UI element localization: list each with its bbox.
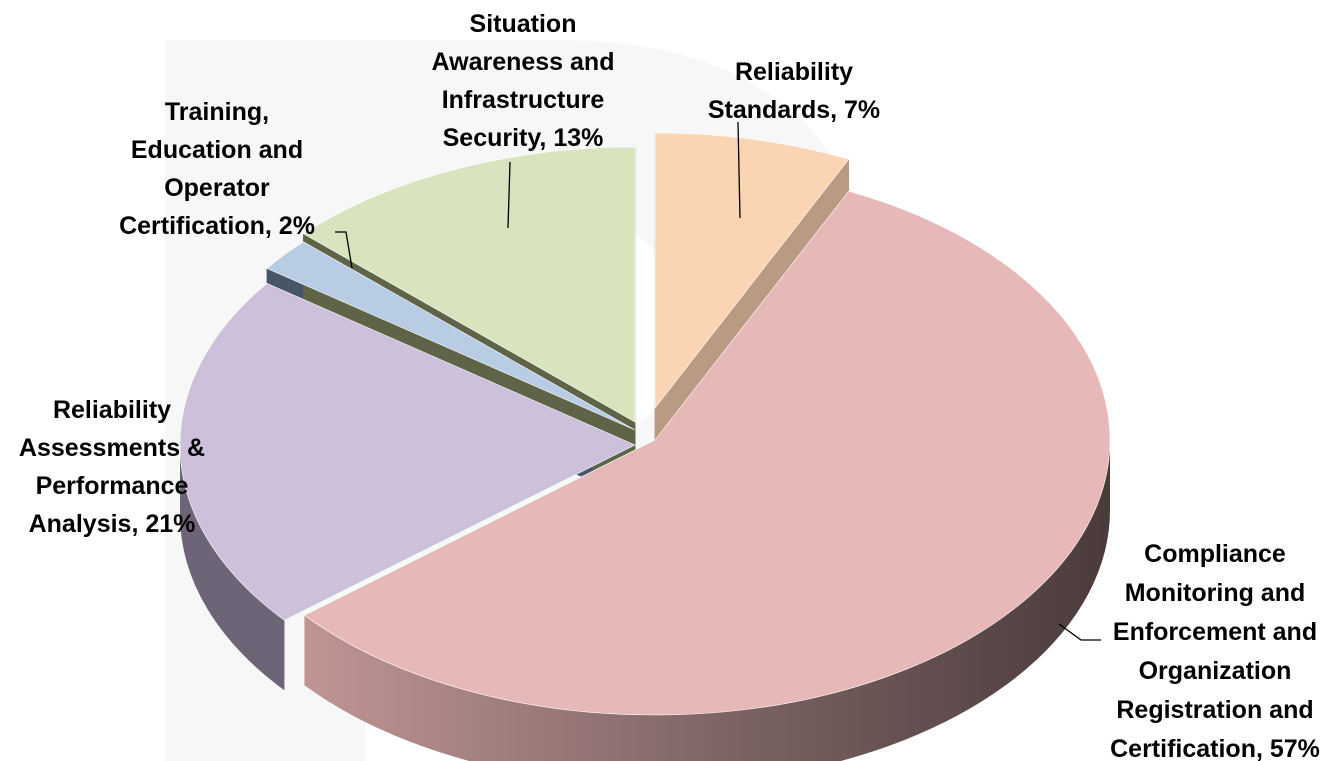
slice-label-line: Assessments & [19, 434, 205, 462]
slice-label-line: Performance [36, 472, 189, 500]
slice-top [302, 146, 636, 423]
slice-outer-side [180, 445, 285, 691]
slice-tops [179, 132, 1111, 716]
slice-labels: Reliability Standards, 7% Compliance Monito… [19, 10, 1320, 761]
leader-line [1058, 623, 1101, 641]
slice-label: Training, Education and Operator Certificat… [119, 98, 315, 240]
leader-line [507, 161, 511, 229]
slice-top [266, 241, 636, 431]
slice-label-line: Compliance [1144, 540, 1286, 568]
slice-label-line: Reliability [53, 396, 171, 424]
slice-label-line: Security, 13% [443, 124, 604, 152]
slice-label-line: Analysis, 21% [29, 510, 196, 538]
slice-label-line: Education and [131, 136, 303, 164]
slice-label: Compliance Monitoring and Enforcement and O… [1110, 540, 1320, 761]
slice-label: Situation Awareness and Infrastructure Secu… [432, 10, 615, 152]
leader-line [737, 121, 741, 219]
slice-label-line: Monitoring and [1125, 579, 1306, 607]
slice-top [654, 132, 850, 409]
slice-label: Reliability Standards, 7% [708, 58, 880, 124]
slice-label-line: Situation [470, 10, 577, 38]
slice-label-line: Standards, 7% [708, 96, 880, 124]
slice-label-line: Certification, 57% [1110, 735, 1320, 761]
slice-label-line: Certification, 2% [119, 212, 315, 240]
slice-outer-side [304, 440, 1110, 761]
slice-top [179, 283, 636, 621]
slice-label-line: Infrastructure [442, 86, 605, 114]
slice-top [303, 190, 1111, 716]
leader-line [335, 231, 353, 269]
slice-label-line: Enforcement and [1113, 618, 1317, 646]
slice-label-line: Registration and [1116, 696, 1313, 724]
slice-label-line: Awareness and [432, 48, 615, 76]
slice-label-line: Operator [164, 174, 270, 202]
slice-label-line: Reliability [735, 58, 853, 86]
leader-lines [335, 121, 1101, 641]
slice-label-line: Organization [1139, 657, 1292, 685]
slice-label-line: Training, [165, 98, 269, 126]
slice-label: Reliability Assessments & Performance Analy… [19, 396, 205, 538]
